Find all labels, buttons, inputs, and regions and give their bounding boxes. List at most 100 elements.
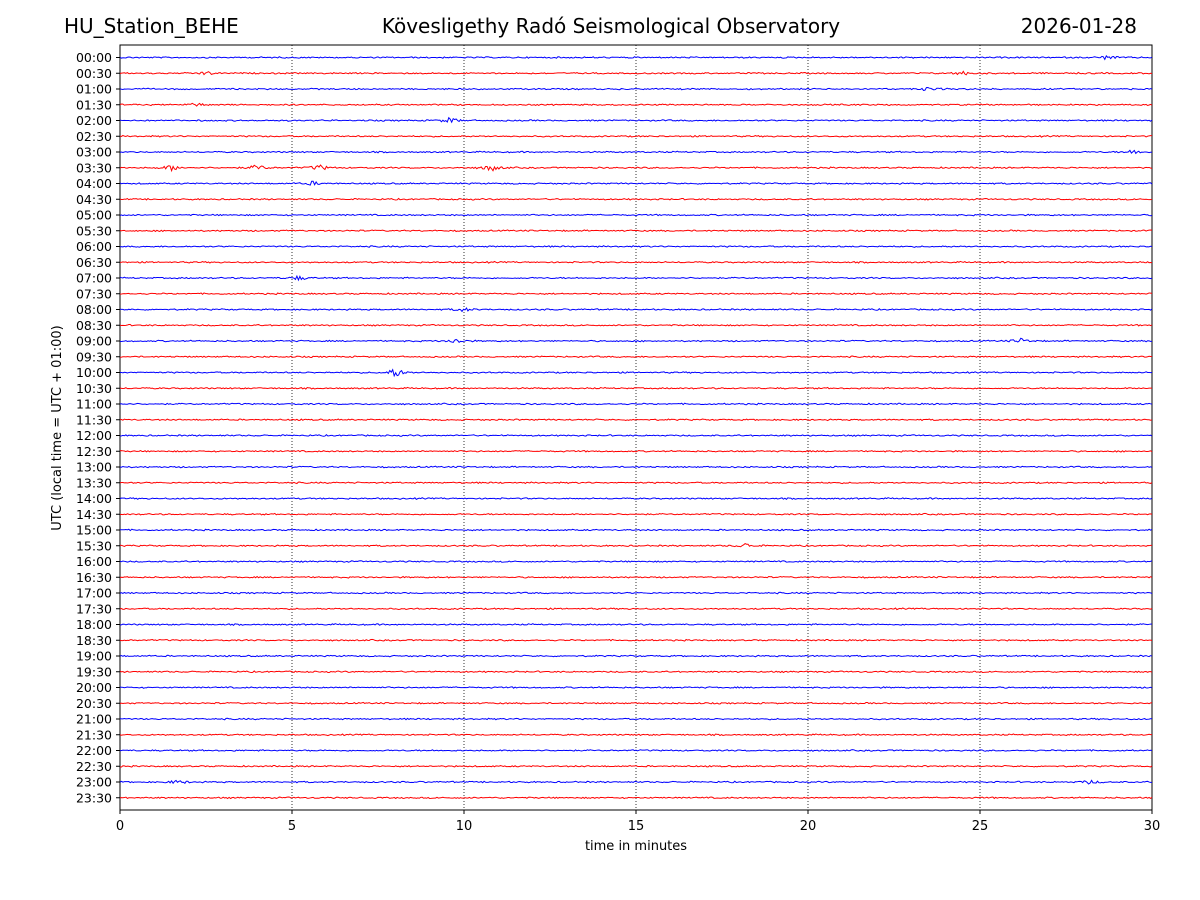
trace-14:30 bbox=[119, 512, 1153, 516]
y-tick-label-19:00: 19:00 bbox=[76, 649, 112, 664]
y-tick-label-19:30: 19:30 bbox=[76, 664, 112, 679]
y-tick-label-16:00: 16:00 bbox=[76, 554, 112, 569]
y-tick-label-03:00: 03:00 bbox=[76, 145, 112, 160]
y-tick-label-15:30: 15:30 bbox=[76, 538, 112, 553]
y-tick-label-18:30: 18:30 bbox=[76, 633, 112, 648]
trace-06:30 bbox=[119, 260, 1153, 264]
y-tick-label-15:00: 15:00 bbox=[76, 523, 112, 538]
x-tick-label-0: 0 bbox=[116, 819, 124, 834]
trace-02:30 bbox=[119, 134, 1153, 138]
trace-16:00 bbox=[119, 560, 1153, 563]
trace-12:30 bbox=[119, 449, 1153, 453]
trace-00:00 bbox=[119, 55, 1153, 61]
x-tick-label-20: 20 bbox=[800, 819, 817, 834]
y-tick-label-02:30: 02:30 bbox=[76, 129, 112, 144]
trace-00:30 bbox=[119, 70, 1153, 76]
trace-19:30 bbox=[119, 670, 1153, 674]
x-tick-label-25: 25 bbox=[972, 819, 989, 834]
y-tick-label-17:00: 17:00 bbox=[76, 586, 112, 601]
date-label: 2026-01-28 bbox=[1020, 14, 1137, 38]
y-tick-label-23:00: 23:00 bbox=[76, 775, 112, 790]
trace-08:00 bbox=[119, 307, 1153, 313]
trace-18:00 bbox=[119, 623, 1153, 626]
trace-13:00 bbox=[119, 465, 1153, 469]
y-tick-label-07:30: 07:30 bbox=[76, 286, 112, 301]
y-tick-label-20:30: 20:30 bbox=[76, 696, 112, 711]
trace-11:00 bbox=[119, 402, 1153, 406]
y-tick-label-11:00: 11:00 bbox=[76, 397, 112, 412]
trace-20:00 bbox=[119, 686, 1153, 689]
trace-22:30 bbox=[119, 764, 1153, 768]
trace-05:00 bbox=[119, 213, 1153, 217]
trace-11:30 bbox=[119, 418, 1153, 422]
y-tick-label-22:00: 22:00 bbox=[76, 743, 112, 758]
y-tick-label-03:30: 03:30 bbox=[76, 160, 112, 175]
y-tick-label-13:00: 13:00 bbox=[76, 460, 112, 475]
y-tick-label-12:00: 12:00 bbox=[76, 428, 112, 443]
y-tick-label-08:00: 08:00 bbox=[76, 302, 112, 317]
y-tick-label-04:30: 04:30 bbox=[76, 192, 112, 207]
x-tick-label-15: 15 bbox=[628, 819, 645, 834]
trace-13:30 bbox=[119, 481, 1153, 485]
y-tick-label-22:30: 22:30 bbox=[76, 759, 112, 774]
y-tick-label-10:00: 10:00 bbox=[76, 365, 112, 380]
trace-02:00 bbox=[119, 116, 1153, 124]
y-tick-label-11:30: 11:30 bbox=[76, 412, 112, 427]
trace-21:30 bbox=[119, 733, 1153, 737]
trace-23:00 bbox=[119, 779, 1153, 785]
y-tick-label-21:30: 21:30 bbox=[76, 727, 112, 742]
y-tick-label-14:30: 14:30 bbox=[76, 507, 112, 522]
y-tick-label-04:00: 04:00 bbox=[76, 176, 112, 191]
trace-08:30 bbox=[119, 323, 1153, 327]
y-tick-label-14:00: 14:00 bbox=[76, 491, 112, 506]
trace-10:00 bbox=[119, 368, 1153, 378]
y-tick-label-12:30: 12:30 bbox=[76, 444, 112, 459]
y-tick-label-20:00: 20:00 bbox=[76, 680, 112, 695]
y-axis-label: UTC (local time = UTC + 01:00) bbox=[50, 325, 65, 530]
trace-01:00 bbox=[119, 87, 1153, 92]
trace-16:30 bbox=[119, 575, 1153, 579]
trace-04:00 bbox=[119, 180, 1153, 186]
x-tick-label-30: 30 bbox=[1144, 819, 1161, 834]
trace-14:00 bbox=[119, 497, 1153, 500]
trace-05:30 bbox=[119, 229, 1153, 233]
y-tick-label-16:30: 16:30 bbox=[76, 570, 112, 585]
trace-07:30 bbox=[119, 292, 1153, 296]
trace-04:30 bbox=[119, 197, 1153, 201]
trace-23:30 bbox=[119, 796, 1153, 800]
trace-22:00 bbox=[119, 749, 1153, 752]
trace-10:30 bbox=[119, 386, 1153, 390]
trace-21:00 bbox=[119, 717, 1153, 721]
y-tick-label-08:30: 08:30 bbox=[76, 318, 112, 333]
trace-06:00 bbox=[119, 245, 1153, 248]
y-tick-label-01:00: 01:00 bbox=[76, 82, 112, 97]
x-tick-label-10: 10 bbox=[456, 819, 473, 834]
chart-title: Kövesligethy Radó Seismological Observat… bbox=[381, 14, 841, 38]
grid-lines bbox=[291, 45, 981, 810]
trace-07:00 bbox=[119, 274, 1153, 282]
station-label: HU_Station_BEHE bbox=[64, 14, 239, 38]
y-tick-label-13:30: 13:30 bbox=[76, 475, 112, 490]
y-tick-label-00:30: 00:30 bbox=[76, 66, 112, 81]
trace-12:00 bbox=[119, 434, 1153, 437]
y-tick-label-02:00: 02:00 bbox=[76, 113, 112, 128]
trace-03:30 bbox=[119, 164, 1153, 173]
trace-01:30 bbox=[119, 102, 1153, 107]
y-tick-label-00:00: 00:00 bbox=[76, 50, 112, 65]
y-tick-label-06:00: 06:00 bbox=[76, 239, 112, 254]
trace-09:00 bbox=[119, 337, 1153, 344]
y-tick-label-09:30: 09:30 bbox=[76, 349, 112, 364]
trace-19:00 bbox=[119, 654, 1153, 658]
y-tick-label-07:00: 07:00 bbox=[76, 271, 112, 286]
trace-15:30 bbox=[119, 543, 1153, 548]
trace-17:00 bbox=[119, 591, 1153, 595]
trace-17:30 bbox=[119, 607, 1153, 611]
y-tick-label-21:00: 21:00 bbox=[76, 712, 112, 727]
y-tick-label-17:30: 17:30 bbox=[76, 601, 112, 616]
trace-18:30 bbox=[119, 638, 1153, 642]
y-tick-label-01:30: 01:30 bbox=[76, 97, 112, 112]
trace-03:00 bbox=[119, 149, 1153, 155]
trace-20:30 bbox=[119, 701, 1153, 705]
y-tick-label-05:30: 05:30 bbox=[76, 223, 112, 238]
